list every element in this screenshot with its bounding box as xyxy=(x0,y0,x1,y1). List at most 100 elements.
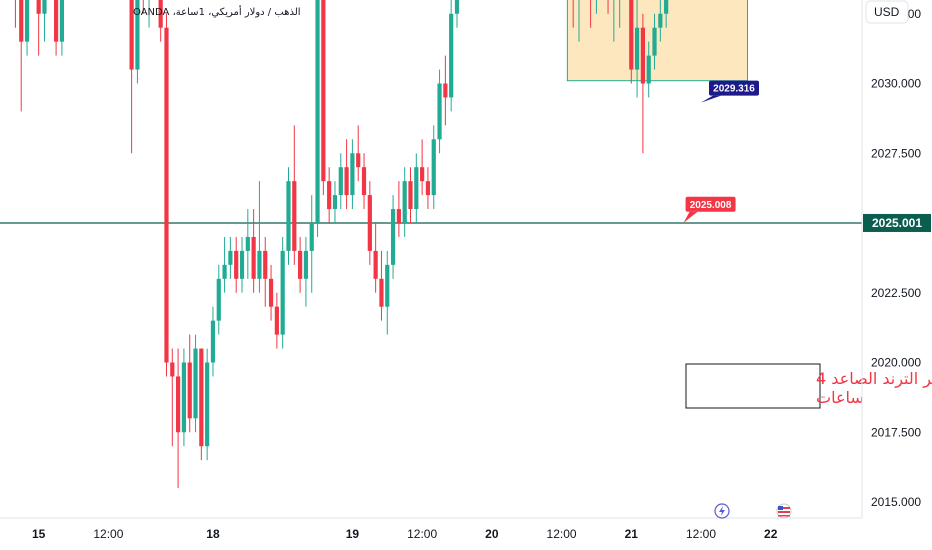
chart-legend: الذهب / دولار أمريكي، 1ساعة، OANDA xyxy=(133,5,301,18)
candle xyxy=(437,69,442,154)
horizontal-levels xyxy=(0,222,862,224)
currency-selector[interactable]: USD xyxy=(865,0,909,24)
candle xyxy=(148,0,150,28)
candle xyxy=(309,195,314,293)
candle xyxy=(321,0,326,196)
candle xyxy=(572,0,574,28)
candle xyxy=(222,236,227,293)
candle xyxy=(239,236,245,293)
candle xyxy=(408,167,413,223)
us-flag-icon[interactable] xyxy=(776,503,792,519)
candle xyxy=(245,209,250,279)
y-tick-label: 2017.500 xyxy=(871,425,921,439)
x-tick-label: 15 xyxy=(32,527,46,541)
time-axis[interactable]: 15 12:00 18 19 12:00 20 12:00 21 12:00 22 xyxy=(32,527,778,541)
level-tag: 2025.001 xyxy=(863,213,931,232)
candle xyxy=(338,153,343,210)
y-tick-label: 2015.000 xyxy=(871,495,921,509)
candle xyxy=(431,125,436,210)
svg-text:USD: USD xyxy=(874,5,900,19)
candle xyxy=(59,0,64,56)
candle xyxy=(327,167,332,223)
candle xyxy=(356,125,361,182)
x-tick-label: 12:00 xyxy=(686,527,716,541)
candle xyxy=(332,181,338,223)
candle xyxy=(344,139,349,210)
candle xyxy=(385,250,390,335)
y-tick-label: 2027.500 xyxy=(871,146,921,160)
candles xyxy=(14,0,669,489)
candle xyxy=(158,0,163,42)
candle xyxy=(170,348,175,447)
candle xyxy=(187,334,192,433)
candle xyxy=(164,13,169,377)
candle xyxy=(205,348,210,461)
candle xyxy=(373,223,378,293)
x-tick-label: 22 xyxy=(764,527,778,541)
candle xyxy=(199,348,204,461)
candle xyxy=(53,0,59,56)
candle xyxy=(303,236,309,307)
svg-text:2025.001: 2025.001 xyxy=(872,216,922,230)
x-tick-label: 19 xyxy=(346,527,360,541)
annotation-line-1: كسر الترند الصاعد 4 xyxy=(816,369,932,389)
candle xyxy=(646,41,651,98)
candle xyxy=(361,153,367,210)
candle xyxy=(228,236,233,279)
candle xyxy=(629,0,634,84)
candle xyxy=(263,236,268,307)
candle xyxy=(443,55,448,126)
candle xyxy=(24,0,30,56)
candle xyxy=(640,13,645,154)
callout-label: 2025.008 xyxy=(690,200,732,211)
candle xyxy=(210,306,216,377)
x-tick-label: 12:00 xyxy=(547,527,577,541)
candle xyxy=(268,264,274,321)
candle xyxy=(454,0,460,28)
candle xyxy=(286,167,291,265)
candle xyxy=(181,348,187,447)
candle xyxy=(367,181,372,265)
candle xyxy=(414,153,419,223)
y-tick-label: 2022.500 xyxy=(871,286,921,300)
candle xyxy=(193,334,198,433)
candle xyxy=(280,236,285,349)
annotation-box[interactable]: كسر الترند الصاعد 4 ساعات xyxy=(685,363,932,409)
candle xyxy=(613,0,615,42)
y-tick-label: 2020.000 xyxy=(871,356,921,370)
candle xyxy=(664,0,669,28)
candle xyxy=(658,0,663,42)
candle xyxy=(19,0,24,112)
x-tick-label: 21 xyxy=(625,527,639,541)
candle xyxy=(315,0,320,237)
lightning-icon[interactable] xyxy=(714,503,730,519)
candle xyxy=(449,0,454,112)
x-tick-label: 12:00 xyxy=(93,527,123,541)
demand-zone xyxy=(566,0,748,82)
price-axis-tags: 2046.9152043.6002040.5212025.001XAUUSD20… xyxy=(863,213,931,232)
zone-rect xyxy=(566,0,748,82)
candle xyxy=(135,0,140,84)
candle xyxy=(274,292,279,349)
candle xyxy=(578,0,580,42)
candle xyxy=(590,0,592,28)
candle xyxy=(634,0,640,98)
candle xyxy=(216,264,221,335)
price-axis[interactable]: 2015.0002017.5002020.0002022.5002025.000… xyxy=(871,0,921,509)
candle xyxy=(42,0,47,42)
x-tick-label: 20 xyxy=(485,527,499,541)
candle xyxy=(14,0,16,28)
callout-1: 2029.316 xyxy=(701,80,759,103)
candle xyxy=(396,181,401,237)
candle xyxy=(257,181,262,293)
candle xyxy=(176,348,181,489)
candle xyxy=(420,139,425,196)
candle xyxy=(402,167,407,237)
candle xyxy=(129,0,134,154)
candle xyxy=(390,195,396,279)
x-tick-label: 12:00 xyxy=(407,527,437,541)
candle xyxy=(425,167,431,210)
candle xyxy=(350,139,355,210)
